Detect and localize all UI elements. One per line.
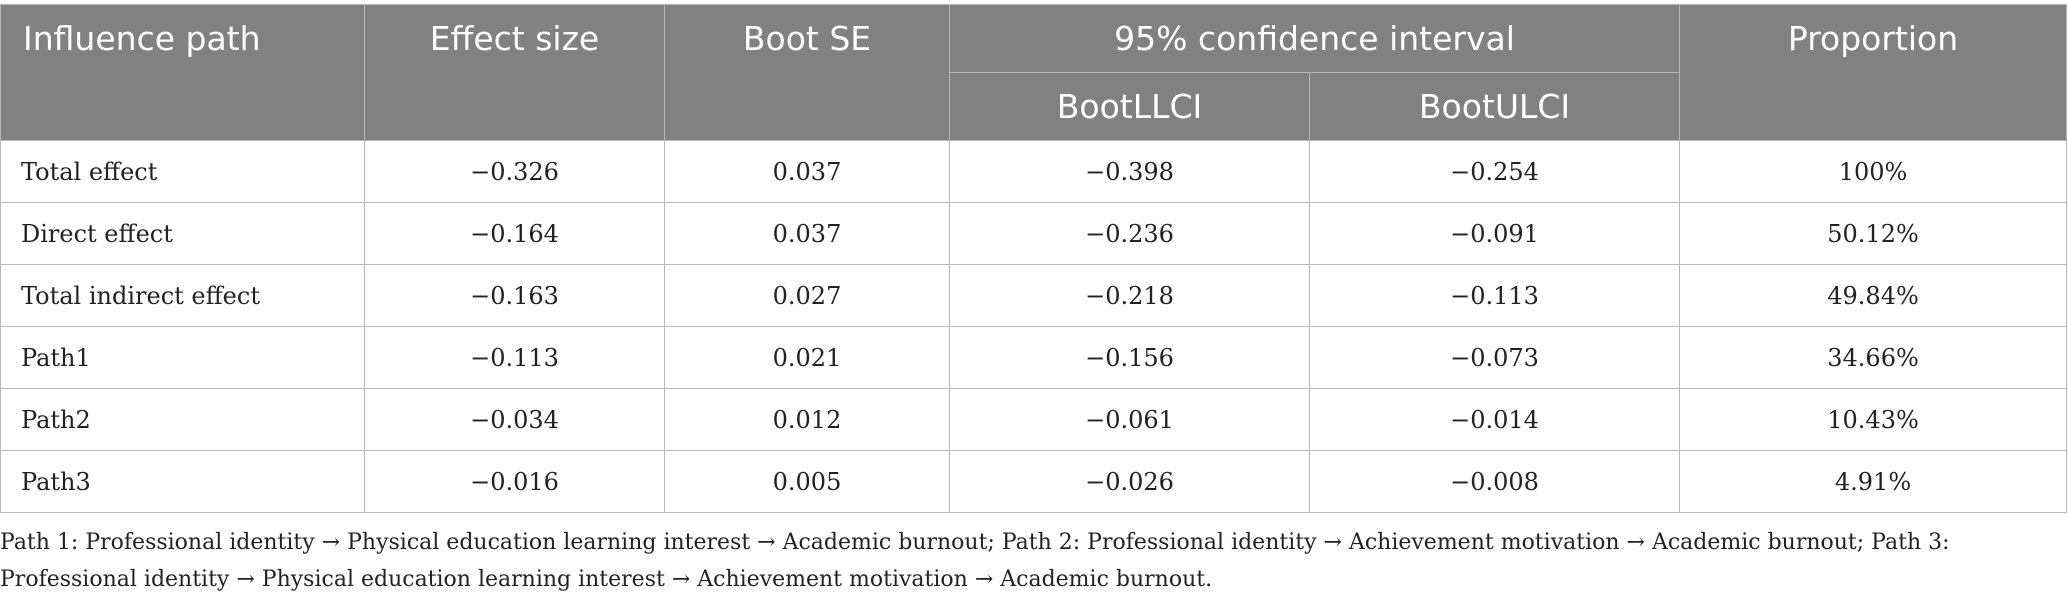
header-confidence-interval: 95% confidence interval xyxy=(948,4,1681,73)
table-row: Total indirect effect −0.163 0.027 −0.21… xyxy=(0,264,2068,327)
table-row: Path1 −0.113 0.021 −0.156 −0.073 34.66% xyxy=(0,326,2068,389)
cell-boot-ulci: −0.113 xyxy=(1308,264,1681,327)
cell-boot-ulci: −0.014 xyxy=(1308,388,1681,451)
cell-boot-ulci: −0.091 xyxy=(1308,202,1681,265)
cell-effect-size: −0.326 xyxy=(364,140,665,203)
cell-path: Total effect xyxy=(0,140,365,203)
table-row: Path2 −0.034 0.012 −0.061 −0.014 10.43% xyxy=(0,388,2068,451)
cell-proportion: 100% xyxy=(1679,140,2068,203)
table-footnote: Path 1: Professional identity → Physical… xyxy=(0,530,1950,592)
table-header: Influence path Effect size Boot SE 95% c… xyxy=(0,4,2068,141)
header-boot-llci: BootLLCI xyxy=(949,72,1310,141)
cell-boot-se: 0.027 xyxy=(664,264,950,327)
cell-boot-llci: −0.236 xyxy=(949,202,1310,265)
cell-proportion: 34.66% xyxy=(1679,326,2068,389)
cell-boot-llci: −0.218 xyxy=(949,264,1310,327)
table-body: Total effect −0.326 0.037 −0.398 −0.254 … xyxy=(0,140,2068,513)
table-row: Total effect −0.326 0.037 −0.398 −0.254 … xyxy=(0,140,2068,203)
cell-proportion: 4.91% xyxy=(1679,450,2068,513)
mediation-effect-table: Influence path Effect size Boot SE 95% c… xyxy=(0,4,2068,513)
cell-boot-llci: −0.026 xyxy=(949,450,1310,513)
cell-effect-size: −0.113 xyxy=(364,326,665,389)
header-influence-path: Influence path xyxy=(0,4,365,141)
cell-effect-size: −0.163 xyxy=(364,264,665,327)
cell-boot-se: 0.037 xyxy=(664,202,950,265)
cell-path: Path2 xyxy=(0,388,365,451)
cell-boot-llci: −0.156 xyxy=(949,326,1310,389)
cell-boot-ulci: −0.073 xyxy=(1308,326,1681,389)
cell-proportion: 50.12% xyxy=(1679,202,2068,265)
cell-boot-se: 0.037 xyxy=(664,140,950,203)
cell-boot-llci: −0.061 xyxy=(949,388,1310,451)
cell-path: Total indirect effect xyxy=(0,264,365,327)
cell-boot-ulci: −0.254 xyxy=(1308,140,1681,203)
cell-effect-size: −0.164 xyxy=(364,202,665,265)
mediation-effect-table-container: Influence path Effect size Boot SE 95% c… xyxy=(0,4,2068,513)
cell-path: Direct effect xyxy=(0,202,365,265)
cell-boot-ulci: −0.008 xyxy=(1308,450,1681,513)
cell-boot-se: 0.005 xyxy=(664,450,950,513)
cell-path: Path1 xyxy=(0,326,365,389)
cell-effect-size: −0.016 xyxy=(364,450,665,513)
header-boot-se: Boot SE xyxy=(664,4,950,141)
header-proportion: Proportion xyxy=(1679,4,2068,141)
table-row: Path3 −0.016 0.005 −0.026 −0.008 4.91% xyxy=(0,450,2068,513)
cell-proportion: 10.43% xyxy=(1679,388,2068,451)
cell-path: Path3 xyxy=(0,450,365,513)
header-boot-ulci: BootULCI xyxy=(1308,72,1681,141)
cell-effect-size: −0.034 xyxy=(364,388,665,451)
cell-boot-llci: −0.398 xyxy=(949,140,1310,203)
table-row: Direct effect −0.164 0.037 −0.236 −0.091… xyxy=(0,202,2068,265)
cell-boot-se: 0.012 xyxy=(664,388,950,451)
cell-proportion: 49.84% xyxy=(1679,264,2068,327)
cell-boot-se: 0.021 xyxy=(664,326,950,389)
header-effect-size: Effect size xyxy=(364,4,665,141)
